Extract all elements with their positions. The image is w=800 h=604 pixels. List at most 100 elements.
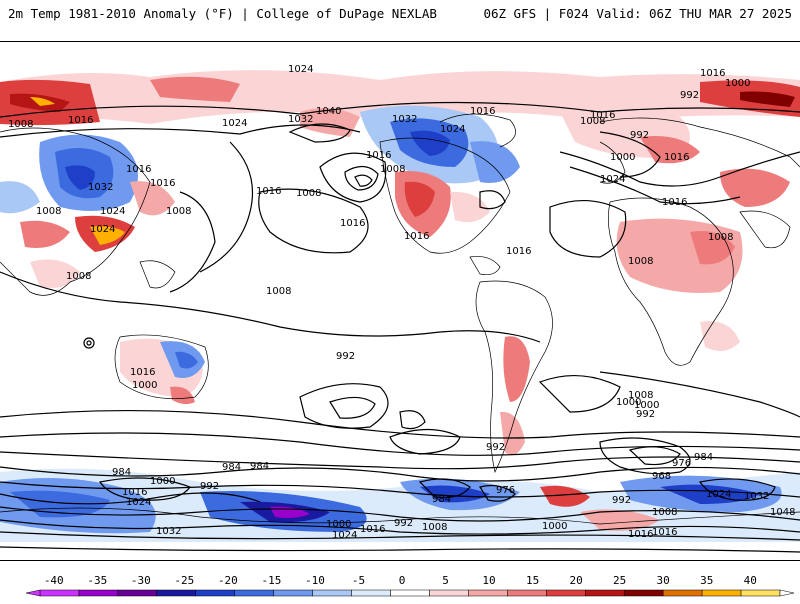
colorbar-tick-label: 0 bbox=[399, 574, 406, 587]
isobar-label: 1016 bbox=[590, 110, 615, 121]
isobar-label: 1008 bbox=[296, 188, 321, 199]
isobar-label: 984 bbox=[250, 461, 269, 472]
colorbar-tick-label: -25 bbox=[174, 574, 194, 587]
isobar-label: 1008 bbox=[266, 286, 291, 297]
colorbar-tick-label: 30 bbox=[657, 574, 670, 587]
colorbar-tick-label: -20 bbox=[218, 574, 238, 587]
map-header: 2m Temp 1981-2010 Anomaly (°F) | College… bbox=[0, 0, 800, 28]
colorbar-tick-label: -40 bbox=[44, 574, 64, 587]
isobar-label: 1016 bbox=[126, 164, 151, 175]
colorbar-tick-label: -30 bbox=[131, 574, 151, 587]
isobar-label: 1008 bbox=[708, 232, 733, 243]
colorbar-swatch bbox=[468, 589, 508, 597]
isobar-label: 1000 bbox=[616, 397, 641, 408]
isobar-label: 1024 bbox=[100, 206, 125, 217]
colorbar-tick-label: 15 bbox=[526, 574, 539, 587]
isobar-label: 1024 bbox=[288, 64, 313, 75]
isobar-label: 1016 bbox=[256, 186, 281, 197]
colorbar-swatch bbox=[156, 589, 197, 597]
isobar-label: 1032 bbox=[156, 526, 181, 537]
colorbar-tick-label: -15 bbox=[261, 574, 281, 587]
colorbar-swatch bbox=[623, 589, 664, 597]
colorbar-min-arrow bbox=[25, 589, 41, 597]
isobar-label: 984 bbox=[694, 452, 713, 463]
model-run-valid-time: 06Z GFS | F024 Valid: 06Z THU MAR 27 202… bbox=[483, 6, 792, 21]
colorbar-tick-label: 10 bbox=[482, 574, 495, 587]
isobar-label: 1008 bbox=[36, 206, 61, 217]
isobar-label: 1016 bbox=[628, 529, 653, 540]
colorbar-swatch bbox=[273, 589, 313, 597]
colorbar-tick-label: -5 bbox=[352, 574, 365, 587]
isobar-label: 1016 bbox=[404, 231, 429, 242]
isobar-label: 1000 bbox=[725, 78, 750, 89]
isobar-label: 984 bbox=[222, 462, 241, 473]
colorbar-swatch bbox=[701, 589, 742, 597]
colorbar: -40 -35 -30 -25 -20 -15 -10 -5 0 5 10 15 20 25 30 35 40 bbox=[0, 572, 800, 600]
colorbar-swatch bbox=[78, 589, 119, 597]
isobar-label: 1000 bbox=[326, 519, 351, 530]
isobar-label: 992 bbox=[336, 351, 355, 362]
colorbar-swatch bbox=[507, 589, 547, 597]
isobar-label: 1000 bbox=[150, 476, 175, 487]
isobar-label: 1016 bbox=[360, 524, 385, 535]
isobar-label: 1016 bbox=[122, 487, 147, 498]
colorbar-swatch bbox=[195, 589, 235, 597]
isobar-label: 1048 bbox=[770, 507, 795, 518]
isobar-label: 1016 bbox=[68, 115, 93, 126]
isobar-labels: 1024 1016 1000 992 1008 1024 1032 1040 1… bbox=[8, 64, 795, 541]
isobar-label: 1032 bbox=[88, 182, 113, 193]
isobar-label: 1008 bbox=[652, 507, 677, 518]
colorbar-swatch bbox=[662, 589, 703, 597]
isobar-label: 1016 bbox=[662, 197, 687, 208]
isobar-label: 1024 bbox=[332, 530, 357, 541]
isobar-label: 1024 bbox=[600, 174, 625, 185]
isobar-label: 992 bbox=[680, 90, 699, 101]
isobar-label: 992 bbox=[630, 130, 649, 141]
colorbar-tick-label: 40 bbox=[744, 574, 757, 587]
isobar-label: 1016 bbox=[506, 246, 531, 257]
colorbar-tick-label: -35 bbox=[87, 574, 107, 587]
isobar-label: 1008 bbox=[628, 390, 653, 401]
isobar-label: 1008 bbox=[422, 522, 447, 533]
isobar-label: 1008 bbox=[580, 116, 605, 127]
isobar-label: 992 bbox=[636, 409, 655, 420]
colorbar-tick-label: 35 bbox=[700, 574, 713, 587]
isobar-label: 1008 bbox=[380, 164, 405, 175]
isobar-label: 1000 bbox=[132, 380, 157, 391]
isobar-label: 1040 bbox=[316, 106, 341, 117]
colorbar-max-arrow bbox=[779, 589, 795, 597]
isobar-label: 1024 bbox=[706, 489, 731, 500]
isobar-label: 992 bbox=[612, 495, 631, 506]
colorbar-swatch bbox=[429, 589, 469, 597]
isobar-label: 1024 bbox=[440, 124, 465, 135]
colorbar-swatch bbox=[234, 589, 274, 597]
colorbar-tick-label: 25 bbox=[613, 574, 626, 587]
isobar-label: 992 bbox=[394, 518, 413, 529]
isobar-label: 1000 bbox=[542, 521, 567, 532]
isobar-label: 1016 bbox=[150, 178, 175, 189]
colorbar-swatch bbox=[117, 589, 158, 597]
isobar-label: 1032 bbox=[392, 114, 417, 125]
isobar-label: 1016 bbox=[664, 152, 689, 163]
isobar-label: 1016 bbox=[652, 527, 677, 538]
colorbar-swatch bbox=[585, 589, 625, 597]
colorbar-tick-label: 5 bbox=[442, 574, 449, 587]
isobar-label: 1008 bbox=[166, 206, 191, 217]
map-canvas: 1024 1016 1000 992 1008 1024 1032 1040 1… bbox=[0, 42, 800, 560]
colorbar-swatch bbox=[546, 589, 586, 597]
isobar-label: 984 bbox=[112, 467, 131, 478]
colorbar-swatch bbox=[312, 589, 352, 597]
coastlines bbox=[0, 113, 800, 525]
colorbar-swatch bbox=[390, 589, 430, 597]
isobar-label: 992 bbox=[486, 442, 505, 453]
isobars bbox=[0, 101, 800, 553]
colorbar-svg: -40 -35 -30 -25 -20 -15 -10 -5 0 5 10 15 20 25 30 35 40 bbox=[25, 574, 795, 597]
isobar-label: 984 bbox=[432, 494, 451, 505]
isobar-label: 1000 bbox=[634, 400, 659, 411]
anomaly-shading bbox=[0, 70, 800, 560]
colorbar-swatch bbox=[740, 589, 781, 597]
isobar-label: 1008 bbox=[8, 119, 33, 130]
isobar-label: 1024 bbox=[126, 497, 151, 508]
isobar-label: 1000 bbox=[610, 152, 635, 163]
isobar-label: 1032 bbox=[744, 491, 769, 502]
